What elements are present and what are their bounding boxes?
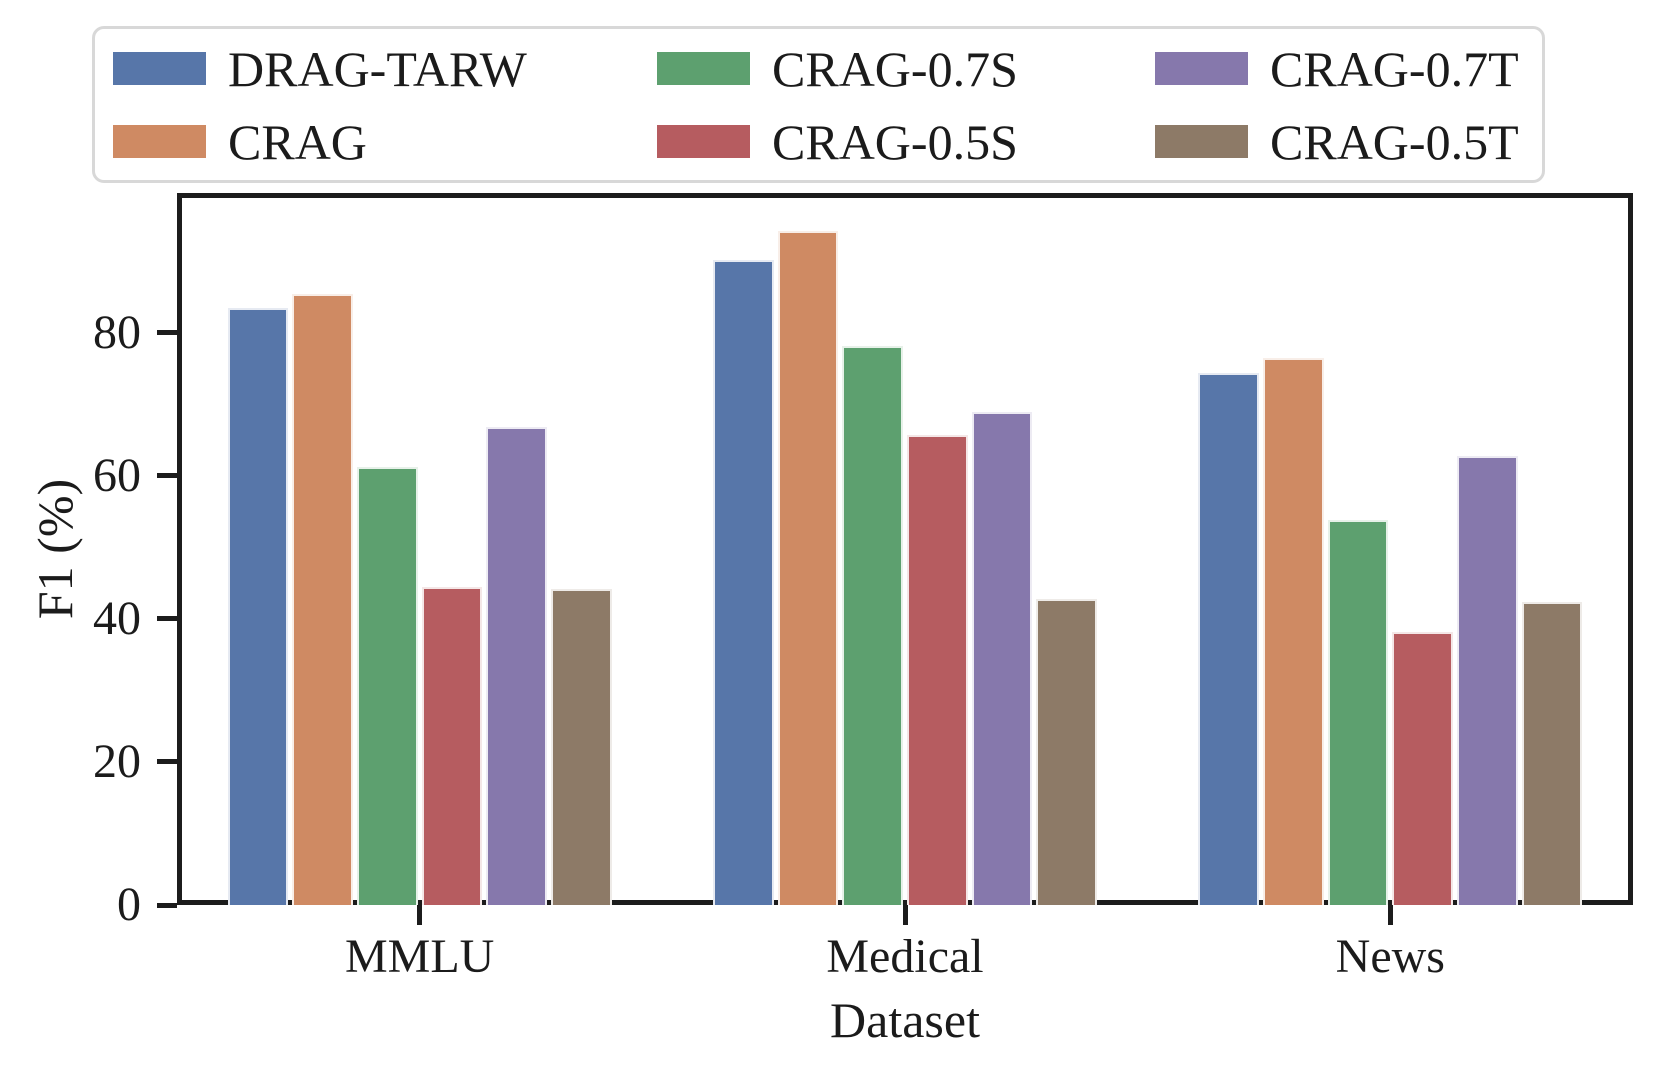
- legend-swatch-crag-0-7t: [1155, 52, 1248, 85]
- legend-label-crag: CRAG: [228, 113, 367, 170]
- bar-mmlu-crag: [292, 293, 353, 905]
- y-tick-mark: [157, 473, 177, 479]
- bar-news-crag-0-7t: [1457, 455, 1518, 905]
- x-axis-label: Dataset: [830, 992, 980, 1048]
- bar-medical-crag: [777, 230, 839, 905]
- legend-label-crag-0-7t: CRAG-0.7T: [1270, 40, 1519, 97]
- bar-medical-crag-0-7s: [842, 346, 903, 905]
- legend-swatch-crag: [113, 125, 206, 158]
- legend-label-crag-0-5t: CRAG-0.5T: [1270, 113, 1519, 170]
- bar-mmlu-crag-0-5t: [551, 589, 612, 905]
- y-tick-label: 20: [93, 734, 141, 788]
- legend-label-drag-tarw: DRAG-TARW: [228, 40, 527, 97]
- x-tick-label-medical: Medical: [826, 930, 984, 983]
- bar-news-crag-0-5t: [1521, 602, 1583, 905]
- y-tick-label: 40: [93, 591, 141, 645]
- bar-news-crag-0-7s: [1327, 520, 1389, 905]
- y-tick-mark: [157, 330, 177, 336]
- legend-item-crag-0-5t: CRAG-0.5T: [1155, 117, 1519, 167]
- plot-area: [177, 193, 1633, 905]
- bar-medical-drag-tarw: [712, 259, 774, 905]
- legend-swatch-crag-0-7s: [657, 52, 750, 85]
- chart-legend: DRAG-TARW CRAG CRAG-0.7S CRAG-0.5S CRAG-0.7T…: [92, 26, 1545, 183]
- legend-swatch-crag-0-5t: [1155, 125, 1248, 158]
- legend-item-crag: CRAG: [113, 117, 367, 167]
- bar-mmlu-crag-0-5s: [421, 587, 483, 905]
- bar-mmlu-crag-0-7t: [486, 427, 548, 905]
- x-tick-label-news: News: [1335, 930, 1445, 983]
- y-tick-mark: [157, 616, 177, 622]
- x-tick-mark: [417, 905, 423, 925]
- y-tick-label: 80: [93, 305, 141, 359]
- y-tick-label: 60: [93, 448, 141, 502]
- bar-medical-crag-0-7t: [971, 411, 1033, 905]
- legend-item-crag-0-5s: CRAG-0.5S: [657, 117, 1018, 167]
- bar-mmlu-crag-0-7s: [356, 467, 418, 905]
- legend-item-crag-0-7s: CRAG-0.7S: [657, 44, 1018, 94]
- y-axis-label: F1 (%): [27, 478, 83, 620]
- legend-swatch-drag-tarw: [113, 52, 206, 85]
- legend-item-crag-0-7t: CRAG-0.7T: [1155, 44, 1519, 94]
- x-tick-mark: [902, 905, 908, 925]
- y-tick-mark: [157, 902, 177, 908]
- bar-news-drag-tarw: [1198, 372, 1259, 905]
- bar-medical-crag-0-5s: [907, 434, 968, 905]
- y-tick-mark: [157, 759, 177, 765]
- bar-news-crag-0-5s: [1392, 631, 1454, 905]
- x-tick-label-mmlu: MMLU: [344, 930, 495, 983]
- legend-item-drag-tarw: DRAG-TARW: [113, 44, 527, 94]
- bar-mmlu-drag-tarw: [227, 307, 289, 905]
- y-tick-label: 0: [117, 878, 141, 931]
- bar-news-crag: [1262, 358, 1324, 905]
- bar-medical-crag-0-5t: [1036, 599, 1098, 905]
- legend-label-crag-0-7s: CRAG-0.7S: [772, 40, 1018, 97]
- legend-label-crag-0-5s: CRAG-0.5S: [772, 113, 1018, 170]
- legend-swatch-crag-0-5s: [657, 125, 750, 158]
- x-tick-mark: [1387, 905, 1393, 925]
